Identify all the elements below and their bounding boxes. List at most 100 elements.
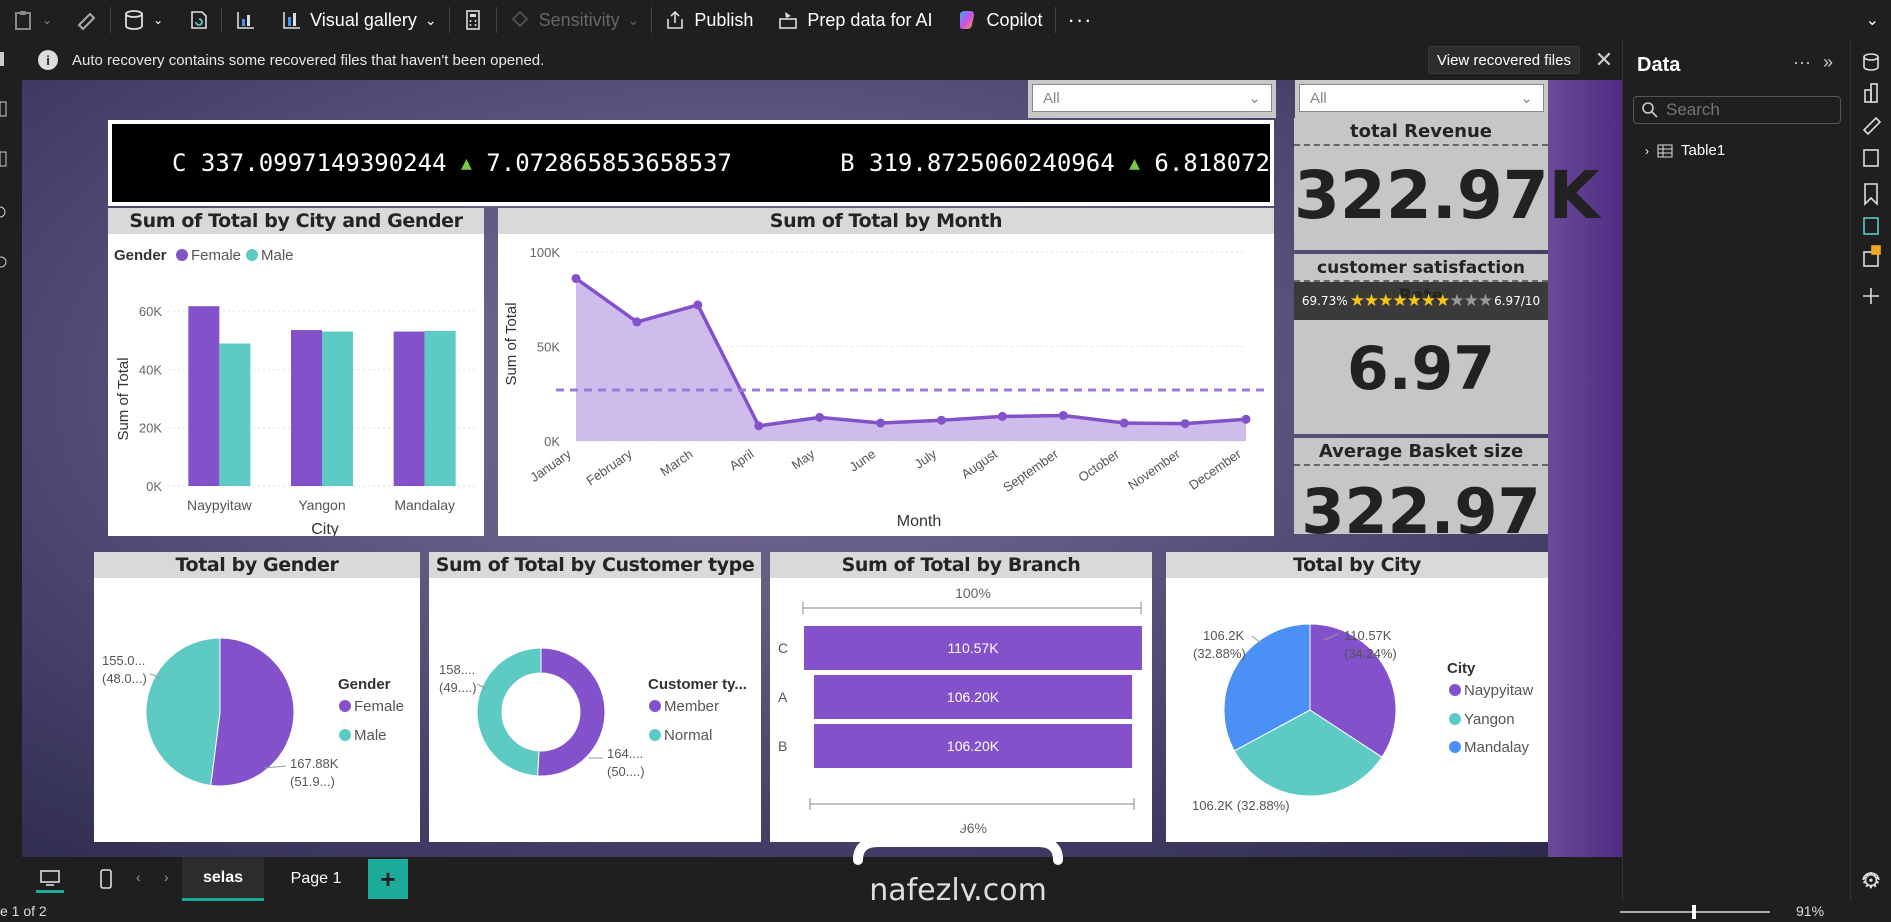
y-tick-label: 20K (139, 421, 162, 436)
slice-normal[interactable] (476, 647, 542, 777)
format-painter-button[interactable] (64, 0, 110, 40)
funnel-value-label: 106.20K (947, 689, 1000, 705)
funnel-bar[interactable] (813, 724, 1133, 768)
bar-female[interactable] (393, 331, 425, 486)
bar-female[interactable] (188, 306, 220, 486)
new-visual-button[interactable] (222, 0, 268, 40)
bar-female[interactable] (291, 330, 322, 486)
data-point[interactable] (876, 418, 886, 428)
add-pane-icon[interactable] (1863, 288, 1879, 304)
canvas-edge-decoration (1548, 80, 1622, 857)
data-point[interactable] (1241, 414, 1251, 424)
mobile-view-button[interactable] (94, 865, 118, 893)
data-point[interactable] (632, 317, 642, 327)
kpi-total-revenue[interactable]: total Revenue 322.97K (1294, 118, 1600, 250)
star-icon: ★ (1363, 291, 1379, 311)
chart-city[interactable]: Total by City 110.57K (34.24%) 106.2K (3… (1166, 552, 1548, 842)
bar-male[interactable] (322, 331, 353, 486)
tab-label: selas (202, 868, 244, 886)
close-banner-button[interactable]: ✕ (1592, 47, 1616, 72)
kpi-basket-size[interactable]: Average Basket size 322.97 (1294, 438, 1548, 534)
separator (651, 7, 653, 33)
zoom-thumb[interactable] (1692, 905, 1696, 919)
data-point[interactable] (1180, 419, 1190, 429)
more-options-button[interactable]: ··· (1056, 0, 1105, 40)
view-recovered-label: View recovered files (1437, 51, 1571, 69)
publish-button[interactable]: Publish (652, 0, 765, 40)
data-point[interactable] (815, 412, 825, 422)
tab-page-1[interactable]: Page 1 (270, 857, 362, 901)
chart-month[interactable]: Sum of Total by Month Sum of Total Month… (498, 208, 1274, 536)
copilot-button[interactable]: Copilot (944, 0, 1054, 40)
slicer-2[interactable]: All ⌄ (1295, 80, 1548, 118)
prep-data-button[interactable]: Prep data for AI (765, 0, 944, 40)
calculator-button[interactable] (450, 0, 496, 40)
desktop-view-button[interactable] (36, 865, 64, 893)
close-icon: ✕ (1594, 47, 1614, 72)
leader-line (476, 683, 486, 689)
search-input[interactable] (1666, 100, 1826, 120)
legend-male-marker (246, 249, 258, 261)
rating-score: 6.97/10 (1494, 294, 1541, 308)
chart-branch[interactable]: Sum of Total by Branch 100% 96% 110.57K C… (770, 552, 1152, 842)
more-options-button[interactable]: ··· (1793, 52, 1811, 72)
search-box[interactable] (1633, 96, 1841, 124)
slice-female[interactable] (210, 637, 295, 787)
tab-selas[interactable]: selas (182, 857, 264, 901)
bar-male[interactable] (219, 343, 251, 486)
funnel-bar[interactable] (813, 675, 1133, 719)
data-pane-icon[interactable] (1863, 53, 1879, 61)
pane-icons (1862, 53, 1882, 890)
data-point[interactable] (754, 421, 764, 431)
kpi-satisfaction[interactable]: customer satisfaction Rate 69.73% ★★★★★★… (1294, 254, 1548, 434)
data-point[interactable] (1119, 418, 1129, 428)
data-point[interactable] (1058, 410, 1068, 420)
leader-line (149, 673, 163, 679)
slice-mandalay[interactable] (1223, 623, 1311, 752)
format-icon[interactable] (1862, 116, 1882, 136)
selection-icon[interactable] (1863, 251, 1879, 267)
y-axis-label: Sum of Total (503, 302, 520, 385)
prev-page-button[interactable]: ‹ (136, 869, 141, 885)
settings-gear[interactable]: ⚙ (1858, 868, 1884, 894)
collapse-ribbon-button[interactable]: ⌄ (1854, 0, 1891, 40)
legend-title: Gender (338, 676, 391, 693)
slice-male[interactable] (145, 637, 221, 786)
table-item[interactable]: › Table1 (1645, 142, 1725, 159)
data-point[interactable] (571, 273, 581, 283)
slice-member[interactable] (537, 647, 606, 777)
data-point[interactable] (693, 300, 703, 310)
bookmark-icon[interactable] (1864, 183, 1878, 206)
view-recovered-files-button[interactable]: View recovered files (1428, 46, 1580, 74)
sensitivity-button[interactable]: Sensitivity ⌄ (497, 0, 652, 40)
chart-gender[interactable]: Total by Gender 155.0... (48.0...) 167.8… (94, 552, 420, 842)
x-tick-label: March (657, 446, 695, 479)
funnel-bar[interactable] (804, 626, 1142, 670)
slicer-1[interactable]: All ⌄ (1028, 80, 1276, 118)
pie-chart-plot: 155.0... (48.0...) 167.88K (51.9...) Gen… (102, 637, 404, 789)
chart-city-gender[interactable]: Sum of Total by City and Gender Gender F… (108, 208, 484, 536)
collapse-pane-button[interactable]: » (1823, 52, 1833, 73)
add-page-button[interactable]: + (368, 859, 408, 899)
paste-button[interactable]: ⌄ (0, 0, 64, 40)
sync-icon[interactable] (1863, 217, 1879, 235)
next-page-button[interactable]: › (164, 869, 169, 885)
chart-customer-type[interactable]: Sum of Total by Customer type 158.... (4… (429, 552, 761, 842)
refresh-button[interactable] (175, 0, 221, 40)
y-tick-label: 0K (544, 434, 560, 449)
get-data-button[interactable]: ⌄ (111, 0, 175, 40)
slicer-dropdown[interactable]: All ⌄ (1299, 84, 1544, 112)
mobile-icon (100, 869, 112, 889)
zoom-slider[interactable] (1620, 905, 1770, 919)
bar-male[interactable] (424, 330, 456, 486)
funnel-category-label: A (778, 689, 788, 705)
visual-gallery-button[interactable]: Visual gallery ⌄ (268, 0, 448, 40)
filter-icon[interactable] (1863, 149, 1879, 167)
legend-normal-marker (649, 729, 661, 741)
slicer-dropdown[interactable]: All ⌄ (1032, 84, 1272, 112)
chevron-down-icon: ⌄ (424, 11, 437, 28)
page-indicator: e 1 of 2 (0, 903, 47, 919)
data-point[interactable] (936, 415, 946, 425)
data-point[interactable] (997, 411, 1007, 421)
visualizations-icon[interactable] (1864, 89, 1872, 103)
